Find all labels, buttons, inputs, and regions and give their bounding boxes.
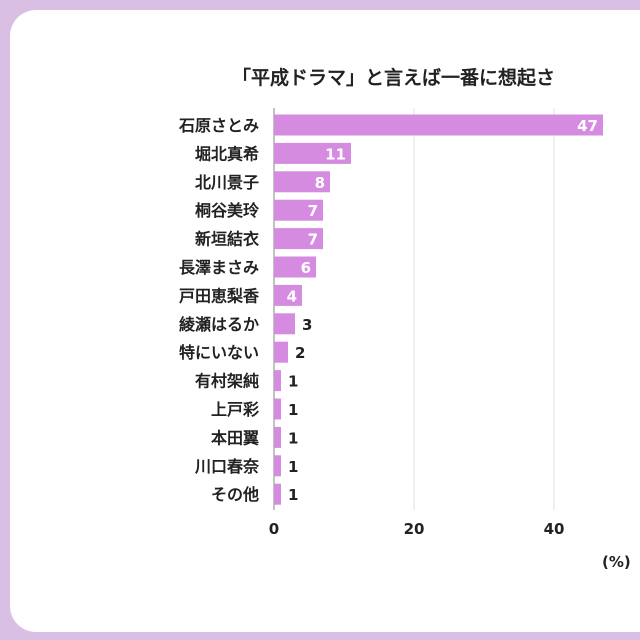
bar: [274, 370, 281, 392]
category-label: 有村架純: [195, 372, 259, 391]
value-label: 1: [288, 401, 298, 419]
bar: [274, 256, 316, 278]
value-label: 6: [301, 259, 311, 277]
category-label: その他: [211, 485, 259, 504]
value-label: 3: [302, 316, 312, 334]
bar: [274, 114, 603, 136]
value-label: 4: [287, 287, 297, 305]
category-label: 堀北真希: [195, 144, 259, 163]
bar: [274, 426, 281, 448]
chart-title: 「平成ドラマ」と言えば一番に想起さ: [232, 66, 555, 89]
bar: [274, 455, 281, 477]
category-label: 本田翼: [211, 428, 259, 447]
bar: [274, 483, 281, 505]
bar: [274, 284, 302, 306]
value-label: 1: [288, 486, 298, 504]
bar: [274, 142, 351, 164]
value-label: 2: [295, 344, 305, 362]
x-tick-label: 40: [544, 520, 565, 538]
category-label: 戸田恵梨香: [179, 286, 260, 305]
value-label: 1: [288, 458, 298, 476]
category-label: 桐谷美玲: [195, 201, 260, 220]
bar: [274, 398, 281, 420]
bar: [274, 228, 323, 250]
unit-label: (%): [602, 553, 631, 571]
category-label: 長澤まさみ: [179, 258, 259, 277]
value-label: 8: [315, 174, 325, 192]
category-label: 北川景子: [195, 173, 259, 192]
bar: [274, 341, 288, 363]
category-label: 石原さとみ: [178, 116, 259, 135]
bar: [274, 313, 295, 335]
bar: [274, 199, 323, 221]
value-label: 7: [308, 231, 318, 249]
category-label: 綾瀬はるか: [179, 315, 259, 334]
value-label: 1: [288, 373, 298, 391]
value-label: 1: [288, 429, 298, 447]
category-label: 新垣結衣: [195, 230, 259, 249]
bar: [274, 171, 330, 193]
category-label: 上戸彩: [211, 400, 259, 419]
value-label: 47: [577, 117, 598, 135]
category-label: 特にいない: [179, 343, 259, 362]
category-label: 川口春奈: [194, 457, 260, 476]
value-label: 11: [325, 145, 346, 163]
chart-card: [10, 10, 640, 632]
x-tick-label: 0: [269, 520, 279, 538]
value-label: 7: [308, 202, 318, 220]
x-tick-label: 20: [404, 520, 425, 538]
